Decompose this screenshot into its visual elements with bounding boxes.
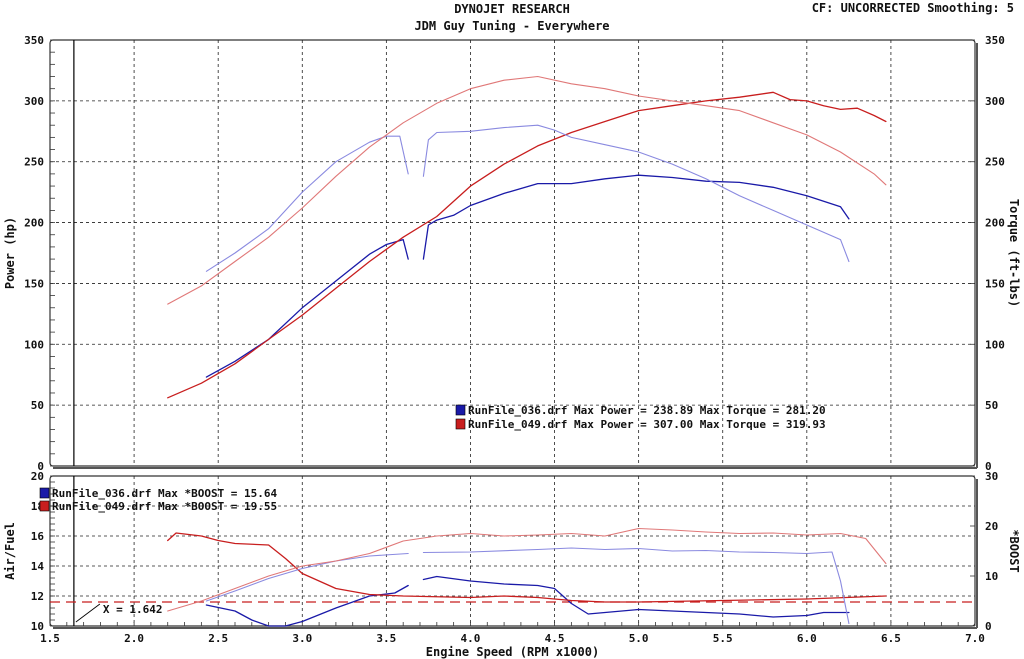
legend-entry: RunFile_049.drf Max *BOOST = 19.55 [52,500,277,513]
y-tick-label-left: 10 [31,620,44,633]
y-tick-label-left: 150 [24,277,44,290]
y-tick-label-left: 300 [24,95,44,108]
y-axis-label-right: *BOOST [1007,529,1021,572]
legend-swatch [39,487,50,499]
x-tick-label: 5.5 [713,632,733,645]
x-tick-label: 4.0 [461,632,481,645]
x-tick-label: 1.5 [40,632,60,645]
y-tick-label-right: 150 [985,277,1005,290]
x-tick-label: 4.5 [545,632,565,645]
y-tick-label-right: 50 [985,399,998,412]
y-tick-label-right: 200 [985,217,1005,230]
y-tick-label-left: 350 [24,34,44,47]
y-tick-label-right: 0 [985,460,992,473]
x-axis-label: Engine Speed (RPM x1000) [426,645,599,659]
y-tick-label-right: 20 [985,520,998,533]
y-tick-label-right: 350 [985,34,1005,47]
chart-subtitle: JDM Guy Tuning - Everywhere [414,19,610,33]
legend-entry: RunFile_049.drf Max Power = 307.00 Max T… [468,418,826,431]
y-tick-label-right: 30 [985,470,998,483]
x-tick-label: 2.0 [124,632,144,645]
x-tick-label: 3.0 [292,632,312,645]
y-tick-label-left: 200 [24,217,44,230]
legend-entry: RunFile_036.drf Max Power = 238.89 Max T… [468,404,826,417]
x-tick-label: 2.5 [208,632,228,645]
series-line-runfile-036-power [422,174,850,260]
series-line-runfile-036-air-fuel [422,575,850,618]
x-tick-label: 6.5 [881,632,901,645]
y-tick-label-right: 250 [985,156,1005,169]
x-tick-label: 7.0 [965,632,985,645]
y-tick-label-left: 12 [31,590,44,603]
y-tick-label-left: 250 [24,156,44,169]
y-axis-label-right: Torque (ft-lbs) [1007,199,1021,307]
x-tick-label: 3.5 [376,632,396,645]
y-tick-label-left: 14 [31,560,45,573]
series-line-runfile-036-boost [205,552,409,602]
y-tick-label-right: 100 [985,338,1005,351]
x-tick-label: 5.0 [629,632,649,645]
y-axis-label-left: Power (hp) [3,217,17,289]
series-line-runfile-036-torque [422,124,850,263]
series-line-runfile-049-air-fuel [167,532,887,603]
series-line-runfile-049-power [167,91,887,399]
series-line-runfile-049-boost [167,527,887,612]
legend-swatch [455,418,466,430]
y-tick-label-right: 10 [985,570,998,583]
y-tick-label-left: 0 [37,460,44,473]
y-axis-label-left: Air/Fuel [3,522,17,580]
y-tick-label-left: 50 [31,399,44,412]
chart-title: DYNOJET RESEARCH [454,2,570,16]
series-line-runfile-049-torque [167,75,887,305]
cursor-readout-leader [75,603,101,623]
correction-smoothing-info: CF: UNCORRECTED Smoothing: 5 [811,1,1014,15]
legend-entry: RunFile_036.drf Max *BOOST = 15.64 [52,487,278,500]
x-tick-label: 6.0 [797,632,817,645]
legend-swatch [39,500,50,512]
plot-frame-airfuel-boost [49,475,976,627]
y-tick-label-right: 0 [985,620,992,633]
series-line-runfile-036-boost [422,547,850,625]
cursor-readout-label: X = 1.642 [103,603,163,616]
plot-frame-power-torque [49,39,976,467]
y-tick-label-left: 16 [31,530,45,543]
y-tick-label-right: 300 [985,95,1005,108]
legend-swatch [455,404,466,416]
series-line-runfile-036-torque [205,135,409,272]
y-tick-label-left: 20 [31,470,44,483]
y-tick-label-left: 100 [24,338,44,351]
